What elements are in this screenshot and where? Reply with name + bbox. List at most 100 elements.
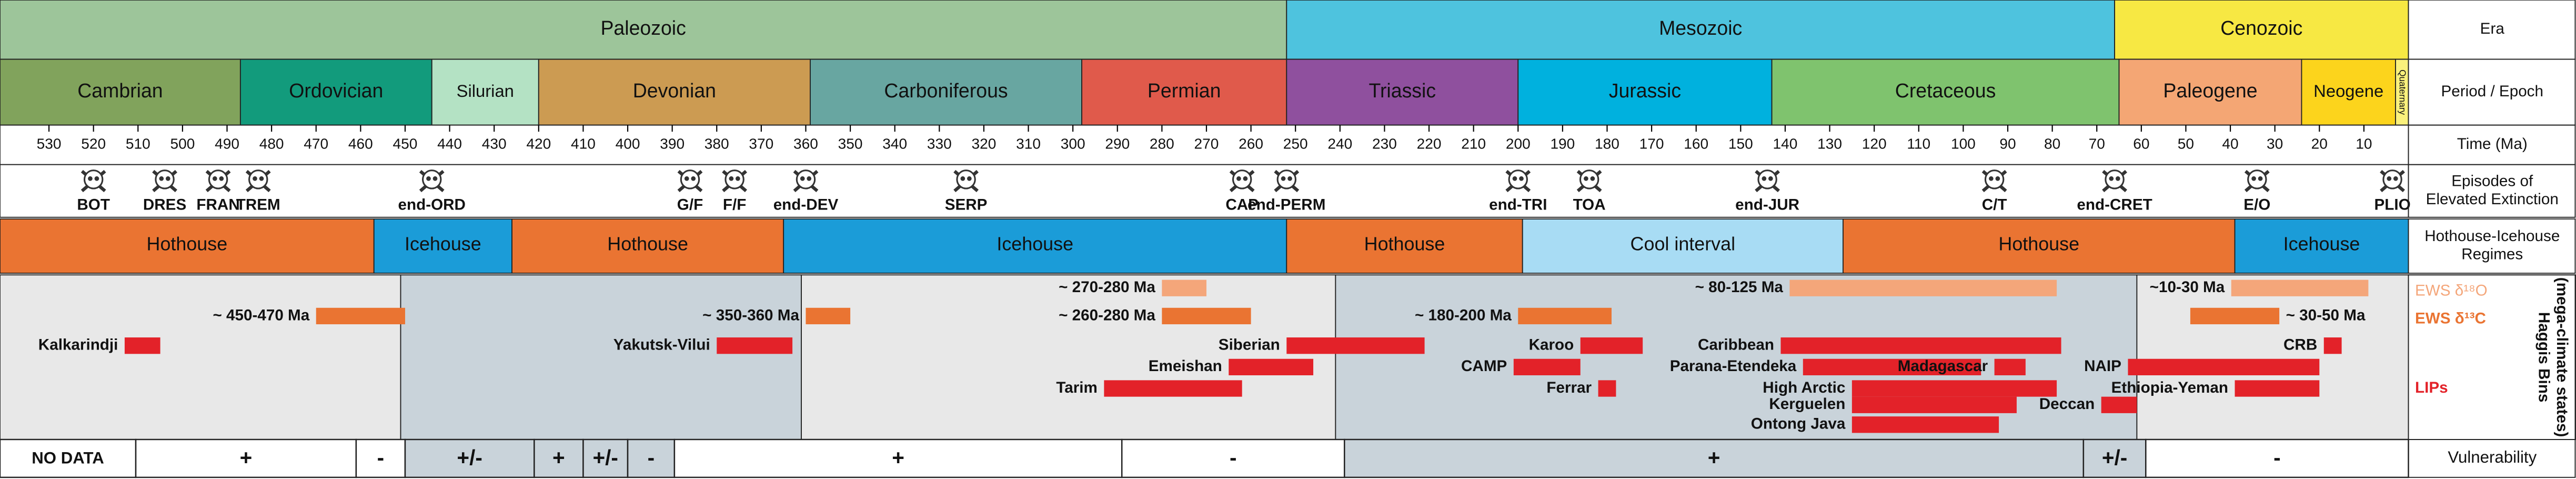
eye: [159, 176, 164, 181]
tick-label: 50: [2178, 136, 2194, 152]
era-label: Mesozoic: [1659, 17, 1742, 39]
vulnerability-cell: [404, 438, 535, 478]
tick-label: 60: [2133, 136, 2149, 152]
row-label: Vulnerability: [2448, 448, 2537, 466]
series-name: LIPs: [2415, 379, 2448, 396]
skull-head: [1984, 169, 2005, 189]
tick-label: 460: [348, 136, 373, 152]
eye: [1243, 176, 1248, 181]
bin-bar: [2231, 280, 2369, 296]
tick-label: 440: [437, 136, 462, 152]
eye: [1590, 176, 1595, 181]
band: [0, 58, 241, 126]
extinction-label: F/F: [723, 196, 746, 214]
skull: [245, 169, 271, 193]
tick-label: 340: [882, 136, 907, 152]
bar-label: ~ 270-280 Ma: [1059, 278, 1155, 296]
tick-label: 420: [526, 136, 551, 152]
skull-head: [2382, 169, 2402, 189]
bin-bar: [1598, 380, 1616, 397]
extinction-label: end-TRI: [1489, 196, 1547, 214]
eye: [691, 176, 696, 181]
regime-label: Icehouse: [405, 233, 481, 254]
tick-label: 390: [660, 136, 685, 152]
tick-label: 20: [2311, 136, 2328, 152]
eye: [253, 176, 257, 181]
tick-label: 180: [1595, 136, 1619, 152]
eye: [729, 176, 734, 181]
vulnerability-cell: [135, 438, 357, 478]
bin-bar: [1513, 358, 1581, 375]
band: [0, 0, 1287, 60]
tick-label: 70: [2089, 136, 2105, 152]
label-cell: [2408, 164, 2576, 218]
eye: [1995, 176, 2000, 181]
band: [810, 58, 1083, 126]
vulnerability-label: NO DATA: [32, 449, 104, 467]
vulnerability-label: +: [892, 445, 904, 470]
skull: [152, 169, 177, 193]
eye: [219, 176, 224, 181]
vulnerability-cell: [2145, 438, 2409, 478]
tick-label: 530: [37, 136, 62, 152]
vulnerability-cell: [673, 438, 1123, 478]
bar-label: ~ 350-360 Ma: [702, 306, 799, 324]
skull-head: [208, 169, 228, 189]
period-label: Cretaceous: [1895, 79, 1996, 102]
period-label: Silurian: [457, 81, 514, 101]
regime-label: Cool interval: [1631, 233, 1736, 254]
period-label: Paleogene: [2163, 79, 2257, 102]
tick-label: 330: [927, 136, 952, 152]
tick-label: 190: [1550, 136, 1575, 152]
eye: [2393, 176, 2398, 181]
bar-label: Parana-Etendeka: [1670, 357, 1797, 375]
bin-bar: [2235, 380, 2320, 397]
extinction-label: SERP: [945, 196, 988, 214]
tick-label: 300: [1061, 136, 1085, 152]
period-label: Ordovician: [289, 79, 383, 102]
tick-label: 520: [81, 136, 106, 152]
bar-label: Madagascar: [1898, 357, 1988, 375]
tick-label: 310: [1016, 136, 1041, 152]
extinction-label: PLIO: [2374, 196, 2410, 214]
tick-label: 280: [1150, 136, 1174, 152]
haggis-bin: [801, 274, 1336, 440]
row-label: Period / Epoch: [2441, 83, 2543, 100]
tick-label: 230: [1372, 136, 1397, 152]
bar-label: ~ 260-280 Ma: [1059, 306, 1155, 324]
era-label: Cenozoic: [2220, 17, 2302, 39]
vulnerability-label: +: [1708, 445, 1720, 470]
extinction-label: FRAN: [196, 196, 239, 214]
eye: [807, 176, 812, 181]
skull: [1229, 169, 1255, 193]
extinction-label: end-DEV: [773, 196, 839, 214]
extinction-label: end-JUR: [1735, 196, 1799, 214]
tick-label: 480: [259, 136, 284, 152]
tick-label: 10: [2356, 136, 2372, 152]
tick-label: 80: [2044, 136, 2060, 152]
period-label: Permian: [1148, 79, 1221, 102]
eye: [432, 176, 438, 181]
tick-label: 120: [1862, 136, 1887, 152]
skull: [2244, 169, 2270, 193]
vulnerability-label: +: [552, 445, 565, 470]
bar-label: ~ 30-50 Ma: [2286, 306, 2366, 324]
skull-head: [956, 169, 976, 189]
tick-label: 500: [170, 136, 195, 152]
extinction-label: TREM: [236, 196, 280, 214]
band: [1286, 0, 2116, 60]
vulnerability-label: -: [2273, 445, 2281, 470]
band: [2234, 218, 2409, 274]
regime-label: Icehouse: [2283, 233, 2360, 254]
skull: [419, 169, 445, 193]
tick-label: 380: [705, 136, 729, 152]
band: [1771, 58, 2120, 126]
tick-label: 90: [1999, 136, 2016, 152]
eye: [967, 176, 972, 181]
band: [511, 218, 784, 274]
regime-label: Hothouse: [1998, 233, 2079, 254]
tick-label: 430: [482, 136, 507, 152]
skull-head: [1276, 169, 1297, 189]
series-name: EWS δ¹³C: [2415, 310, 2486, 327]
